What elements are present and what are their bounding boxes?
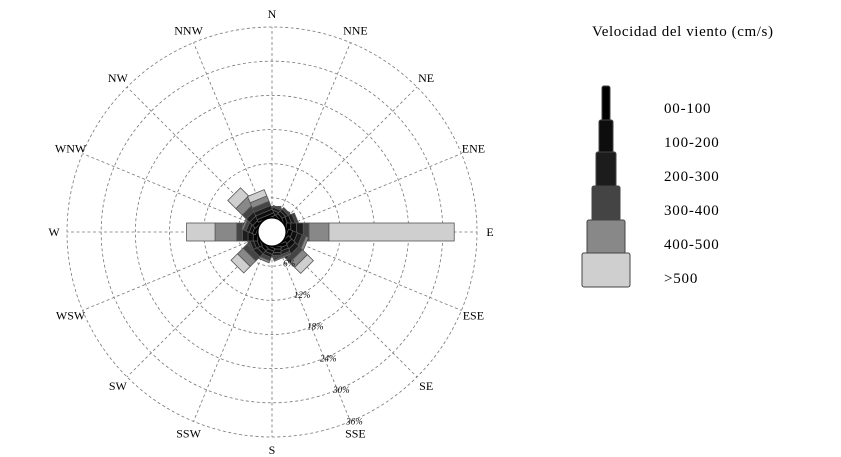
ring-label: 12% (294, 290, 311, 300)
direction-label-sw: SW (109, 379, 128, 393)
wind-bar-e-bin5 (328, 222, 455, 242)
wind-bar-sse-bin4 (273, 252, 292, 262)
ring-label: 24% (320, 353, 337, 363)
grid-spoke (271, 86, 418, 233)
ring-label: 18% (307, 322, 324, 332)
direction-label-se: SE (419, 379, 433, 393)
ring-label: 6% (283, 259, 295, 269)
direction-label-s: S (269, 443, 276, 457)
wind-bar-se-bin5 (294, 254, 314, 274)
direction-label-w: W (48, 225, 60, 239)
wind-bar-w-bin4 (214, 222, 238, 242)
direction-label-ese: ESE (463, 308, 484, 322)
wind-bar-sw-bin5 (230, 253, 251, 274)
direction-label-nne: NNE (343, 24, 368, 38)
direction-label-ene: ENE (462, 142, 485, 156)
direction-label-ssw: SSW (176, 426, 201, 440)
ring-label: 36% (345, 416, 363, 426)
legend-swatch-0 (601, 85, 611, 123)
direction-label-wsw: WSW (56, 308, 86, 322)
direction-label-e: E (486, 225, 493, 239)
direction-label-sse: SSE (345, 426, 366, 440)
legend-swatch-3 (591, 185, 621, 223)
grid-spoke (193, 231, 273, 422)
legend-label-3: 300-400 (664, 203, 720, 219)
legend-label-4: 400-500 (664, 237, 720, 253)
legend-swatch-stack (581, 85, 631, 288)
grid-spoke (271, 153, 462, 233)
legend-title: Velocidad del viento (cm/s) (592, 24, 774, 40)
direction-label-nw: NW (108, 71, 129, 85)
grid-spoke (271, 42, 351, 233)
wind-bar-w-bin5 (186, 222, 216, 242)
legend-swatch-4 (586, 219, 626, 257)
wind-bar-e-bin4 (308, 222, 330, 242)
direction-label-n: N (268, 7, 277, 21)
ring-label: 30% (332, 385, 350, 395)
calm-center (257, 217, 287, 247)
legend-swatch-1 (598, 119, 614, 155)
legend-label-5: >500 (664, 271, 699, 287)
legend-swatch-2 (595, 151, 617, 189)
grid-spoke (271, 231, 351, 422)
legend-label-0: 00-100 (664, 101, 712, 117)
legend-label-1: 100-200 (664, 135, 720, 151)
direction-label-nnw: NNW (174, 24, 203, 38)
wind-rose-chart: N NNE NE ENE E ESE SE SSE S SSW SW WSW W WNW NW NNW 6% 12… (48, 7, 493, 457)
direction-label-wnw: WNW (55, 142, 87, 156)
direction-label-ne: NE (418, 71, 434, 85)
wind-bar-w-bin3 (236, 222, 243, 242)
wind-bar-nnw-bin5 (247, 189, 268, 204)
legend-label-2: 200-300 (664, 169, 720, 185)
grid-spoke (82, 153, 273, 233)
legend-swatch-5 (581, 252, 631, 288)
grid-spoke (82, 231, 273, 311)
wind-bar-nw-bin5 (227, 187, 250, 210)
